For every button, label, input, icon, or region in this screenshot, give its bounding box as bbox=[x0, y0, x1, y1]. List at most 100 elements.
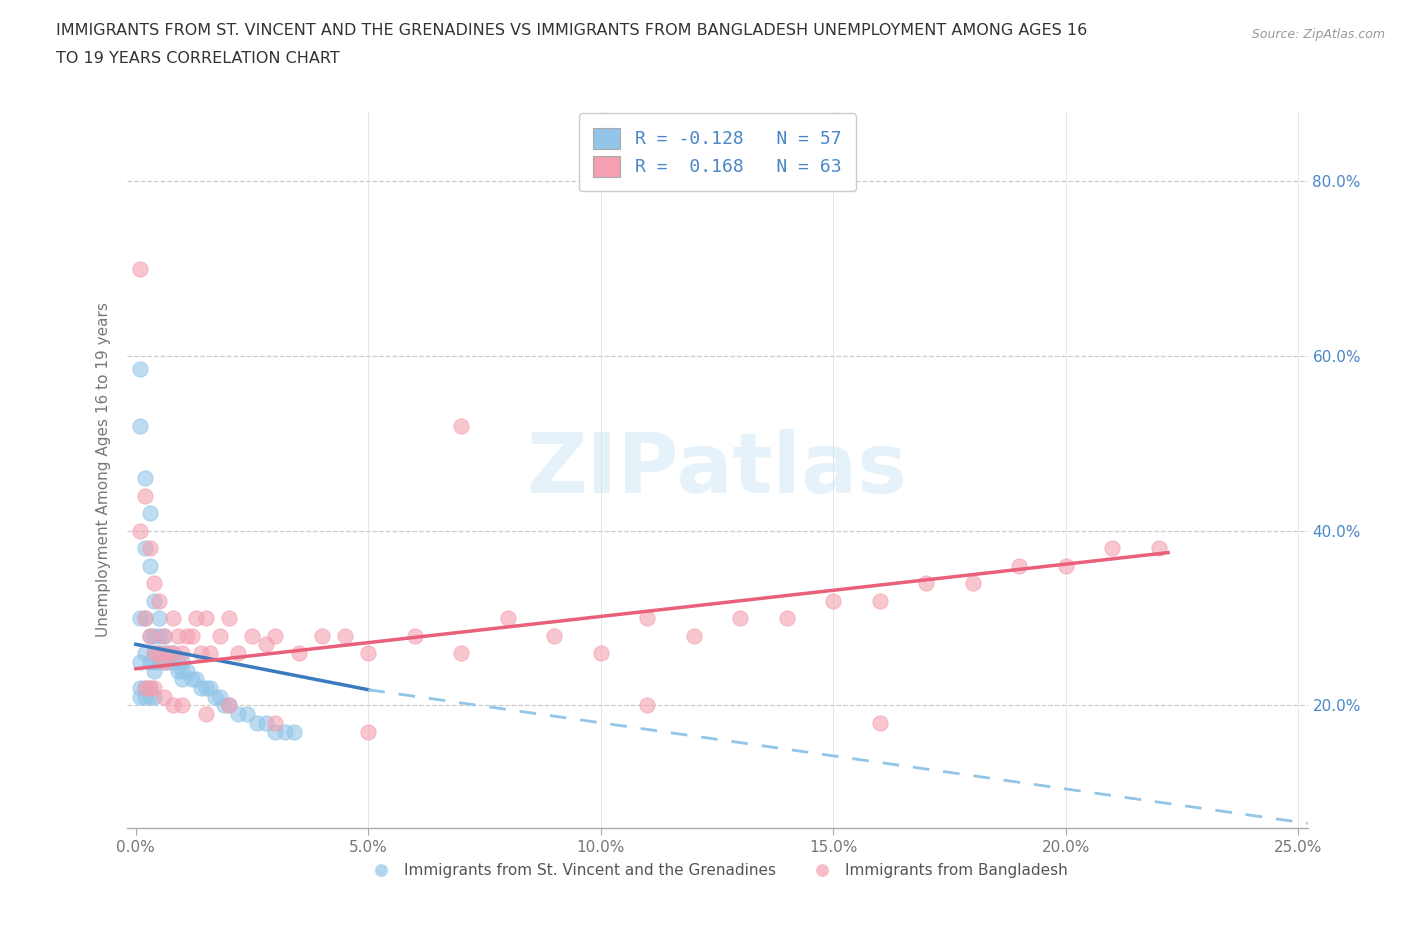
Point bbox=[139, 655, 162, 670]
Point bbox=[134, 611, 156, 626]
Point bbox=[143, 663, 166, 678]
Point bbox=[218, 698, 240, 713]
Point bbox=[1054, 558, 1077, 573]
Point bbox=[143, 655, 166, 670]
Point bbox=[194, 611, 217, 626]
Point bbox=[172, 655, 194, 670]
Point bbox=[162, 645, 184, 660]
Point bbox=[134, 681, 156, 696]
Point bbox=[129, 524, 152, 538]
Point bbox=[139, 506, 162, 521]
Point bbox=[129, 362, 152, 377]
Point bbox=[208, 628, 231, 643]
Point bbox=[264, 628, 287, 643]
Point bbox=[190, 681, 212, 696]
Point bbox=[682, 628, 704, 643]
Point bbox=[254, 637, 277, 652]
Point bbox=[157, 645, 180, 660]
Point bbox=[200, 645, 222, 660]
Point bbox=[162, 698, 184, 713]
Point bbox=[129, 261, 152, 276]
Point bbox=[129, 418, 152, 433]
Point bbox=[148, 611, 170, 626]
Point bbox=[143, 689, 166, 704]
Text: Source: ZipAtlas.com: Source: ZipAtlas.com bbox=[1251, 28, 1385, 41]
Point bbox=[134, 611, 156, 626]
Point bbox=[152, 628, 174, 643]
Point bbox=[311, 628, 333, 643]
Point bbox=[134, 645, 156, 660]
Point bbox=[450, 418, 472, 433]
Point bbox=[162, 611, 184, 626]
Y-axis label: Unemployment Among Ages 16 to 19 years: Unemployment Among Ages 16 to 19 years bbox=[96, 302, 111, 637]
Point bbox=[204, 689, 226, 704]
Point bbox=[283, 724, 305, 739]
Point bbox=[143, 645, 166, 660]
Point bbox=[148, 645, 170, 660]
Point bbox=[172, 671, 194, 686]
Text: ZIPatlas: ZIPatlas bbox=[527, 429, 907, 511]
Point bbox=[143, 628, 166, 643]
Point bbox=[129, 681, 152, 696]
Point bbox=[776, 611, 799, 626]
Point bbox=[1147, 541, 1170, 556]
Point bbox=[152, 645, 174, 660]
Point bbox=[148, 593, 170, 608]
Point bbox=[915, 576, 938, 591]
Point bbox=[962, 576, 984, 591]
Point bbox=[143, 645, 166, 660]
Point bbox=[134, 471, 156, 485]
Point bbox=[166, 663, 188, 678]
Point bbox=[152, 628, 174, 643]
Point bbox=[134, 488, 156, 503]
Point bbox=[143, 593, 166, 608]
Point bbox=[823, 593, 845, 608]
Point bbox=[218, 611, 240, 626]
Point bbox=[152, 655, 174, 670]
Point bbox=[246, 715, 269, 730]
Point bbox=[139, 628, 162, 643]
Point bbox=[134, 689, 156, 704]
Point bbox=[264, 715, 287, 730]
Point bbox=[152, 689, 174, 704]
Point bbox=[264, 724, 287, 739]
Point bbox=[200, 681, 222, 696]
Point bbox=[162, 645, 184, 660]
Point bbox=[143, 576, 166, 591]
Point bbox=[139, 628, 162, 643]
Point bbox=[129, 611, 152, 626]
Point bbox=[129, 689, 152, 704]
Point bbox=[139, 681, 162, 696]
Point bbox=[186, 671, 208, 686]
Point bbox=[139, 689, 162, 704]
Point bbox=[636, 611, 658, 626]
Point bbox=[869, 715, 891, 730]
Point bbox=[730, 611, 752, 626]
Text: TO 19 YEARS CORRELATION CHART: TO 19 YEARS CORRELATION CHART bbox=[56, 51, 340, 66]
Point bbox=[162, 655, 184, 670]
Point bbox=[496, 611, 519, 626]
Point bbox=[287, 645, 309, 660]
Point bbox=[139, 541, 162, 556]
Point bbox=[543, 628, 565, 643]
Point bbox=[218, 698, 240, 713]
Point bbox=[226, 645, 249, 660]
Point bbox=[180, 628, 202, 643]
Point bbox=[589, 645, 612, 660]
Point bbox=[148, 645, 170, 660]
Point bbox=[212, 698, 235, 713]
Point bbox=[157, 655, 180, 670]
Point bbox=[157, 645, 180, 660]
Point bbox=[166, 628, 188, 643]
Point bbox=[869, 593, 891, 608]
Point bbox=[236, 707, 259, 722]
Point bbox=[129, 655, 152, 670]
Point bbox=[186, 611, 208, 626]
Point bbox=[333, 628, 356, 643]
Point bbox=[357, 645, 380, 660]
Point bbox=[166, 655, 188, 670]
Point bbox=[139, 681, 162, 696]
Point bbox=[190, 645, 212, 660]
Point bbox=[1101, 541, 1123, 556]
Point bbox=[148, 628, 170, 643]
